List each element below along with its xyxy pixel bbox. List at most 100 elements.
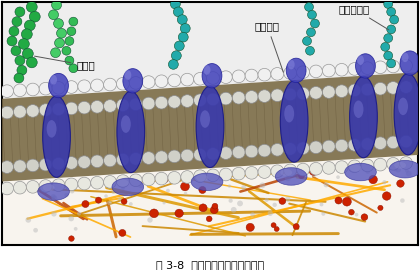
Ellipse shape bbox=[349, 165, 362, 171]
Circle shape bbox=[26, 2, 37, 12]
Circle shape bbox=[100, 180, 104, 184]
Circle shape bbox=[68, 236, 74, 241]
Circle shape bbox=[323, 182, 329, 187]
Circle shape bbox=[119, 230, 126, 237]
Circle shape bbox=[53, 183, 58, 188]
Circle shape bbox=[396, 180, 404, 187]
Circle shape bbox=[387, 8, 396, 16]
Circle shape bbox=[310, 86, 323, 99]
Circle shape bbox=[39, 158, 52, 171]
Circle shape bbox=[26, 104, 39, 117]
Circle shape bbox=[65, 56, 74, 65]
Ellipse shape bbox=[280, 169, 292, 176]
Circle shape bbox=[335, 85, 348, 97]
Circle shape bbox=[168, 59, 178, 69]
Circle shape bbox=[163, 177, 168, 183]
Ellipse shape bbox=[356, 54, 375, 78]
Ellipse shape bbox=[398, 98, 408, 115]
Circle shape bbox=[142, 173, 155, 186]
Ellipse shape bbox=[117, 180, 129, 186]
Ellipse shape bbox=[200, 110, 210, 128]
Circle shape bbox=[142, 152, 155, 164]
Circle shape bbox=[65, 37, 74, 45]
Ellipse shape bbox=[43, 184, 55, 191]
Circle shape bbox=[65, 81, 78, 93]
Circle shape bbox=[168, 96, 181, 108]
Circle shape bbox=[171, 0, 180, 9]
Circle shape bbox=[297, 66, 310, 79]
Circle shape bbox=[348, 63, 361, 75]
Circle shape bbox=[348, 139, 361, 151]
Ellipse shape bbox=[38, 183, 69, 200]
Circle shape bbox=[382, 180, 386, 184]
Circle shape bbox=[155, 172, 168, 185]
Circle shape bbox=[51, 198, 55, 201]
Circle shape bbox=[293, 224, 299, 230]
Circle shape bbox=[384, 51, 393, 60]
Circle shape bbox=[142, 76, 155, 88]
Circle shape bbox=[91, 155, 104, 168]
Circle shape bbox=[311, 172, 317, 177]
Circle shape bbox=[307, 10, 316, 19]
Circle shape bbox=[228, 184, 231, 188]
Circle shape bbox=[18, 39, 29, 49]
Circle shape bbox=[310, 141, 323, 154]
Circle shape bbox=[374, 158, 387, 171]
Circle shape bbox=[354, 213, 358, 217]
Circle shape bbox=[284, 143, 297, 155]
Circle shape bbox=[206, 216, 212, 222]
Circle shape bbox=[21, 29, 32, 40]
Ellipse shape bbox=[280, 81, 308, 162]
Circle shape bbox=[258, 144, 271, 157]
Circle shape bbox=[29, 11, 40, 22]
Circle shape bbox=[150, 209, 158, 218]
Circle shape bbox=[279, 198, 286, 204]
Circle shape bbox=[126, 180, 129, 183]
Circle shape bbox=[374, 137, 387, 150]
Text: 图 3-8  细胞膜亚显微结构模式图: 图 3-8 细胞膜亚显微结构模式图 bbox=[156, 260, 264, 270]
Circle shape bbox=[0, 161, 13, 173]
Circle shape bbox=[284, 164, 297, 177]
Circle shape bbox=[7, 36, 17, 46]
Circle shape bbox=[112, 190, 115, 194]
Circle shape bbox=[15, 7, 25, 17]
Circle shape bbox=[285, 176, 291, 181]
Circle shape bbox=[104, 176, 116, 188]
Circle shape bbox=[399, 135, 412, 148]
Circle shape bbox=[310, 163, 323, 175]
Circle shape bbox=[104, 194, 108, 198]
Circle shape bbox=[104, 78, 116, 91]
Circle shape bbox=[285, 197, 291, 202]
Circle shape bbox=[166, 189, 170, 193]
Circle shape bbox=[107, 201, 112, 205]
Circle shape bbox=[194, 148, 207, 161]
Ellipse shape bbox=[288, 60, 295, 69]
Circle shape bbox=[335, 139, 348, 152]
Circle shape bbox=[64, 193, 69, 197]
Circle shape bbox=[374, 82, 387, 95]
Circle shape bbox=[245, 145, 258, 158]
Ellipse shape bbox=[121, 115, 131, 133]
Circle shape bbox=[116, 153, 129, 166]
Circle shape bbox=[180, 23, 190, 33]
Circle shape bbox=[129, 153, 142, 165]
Circle shape bbox=[271, 68, 284, 80]
Circle shape bbox=[320, 202, 323, 206]
Circle shape bbox=[365, 169, 370, 174]
Circle shape bbox=[51, 211, 57, 217]
Ellipse shape bbox=[191, 173, 223, 191]
Circle shape bbox=[52, 82, 65, 94]
Circle shape bbox=[387, 82, 399, 94]
Circle shape bbox=[104, 100, 116, 112]
Circle shape bbox=[12, 17, 22, 26]
Circle shape bbox=[406, 171, 412, 176]
Ellipse shape bbox=[276, 168, 307, 185]
Circle shape bbox=[68, 216, 74, 221]
Circle shape bbox=[246, 223, 255, 231]
Circle shape bbox=[9, 26, 19, 36]
Ellipse shape bbox=[123, 69, 143, 93]
Ellipse shape bbox=[394, 73, 420, 155]
Circle shape bbox=[271, 89, 284, 102]
Circle shape bbox=[14, 73, 24, 83]
Circle shape bbox=[219, 147, 232, 159]
